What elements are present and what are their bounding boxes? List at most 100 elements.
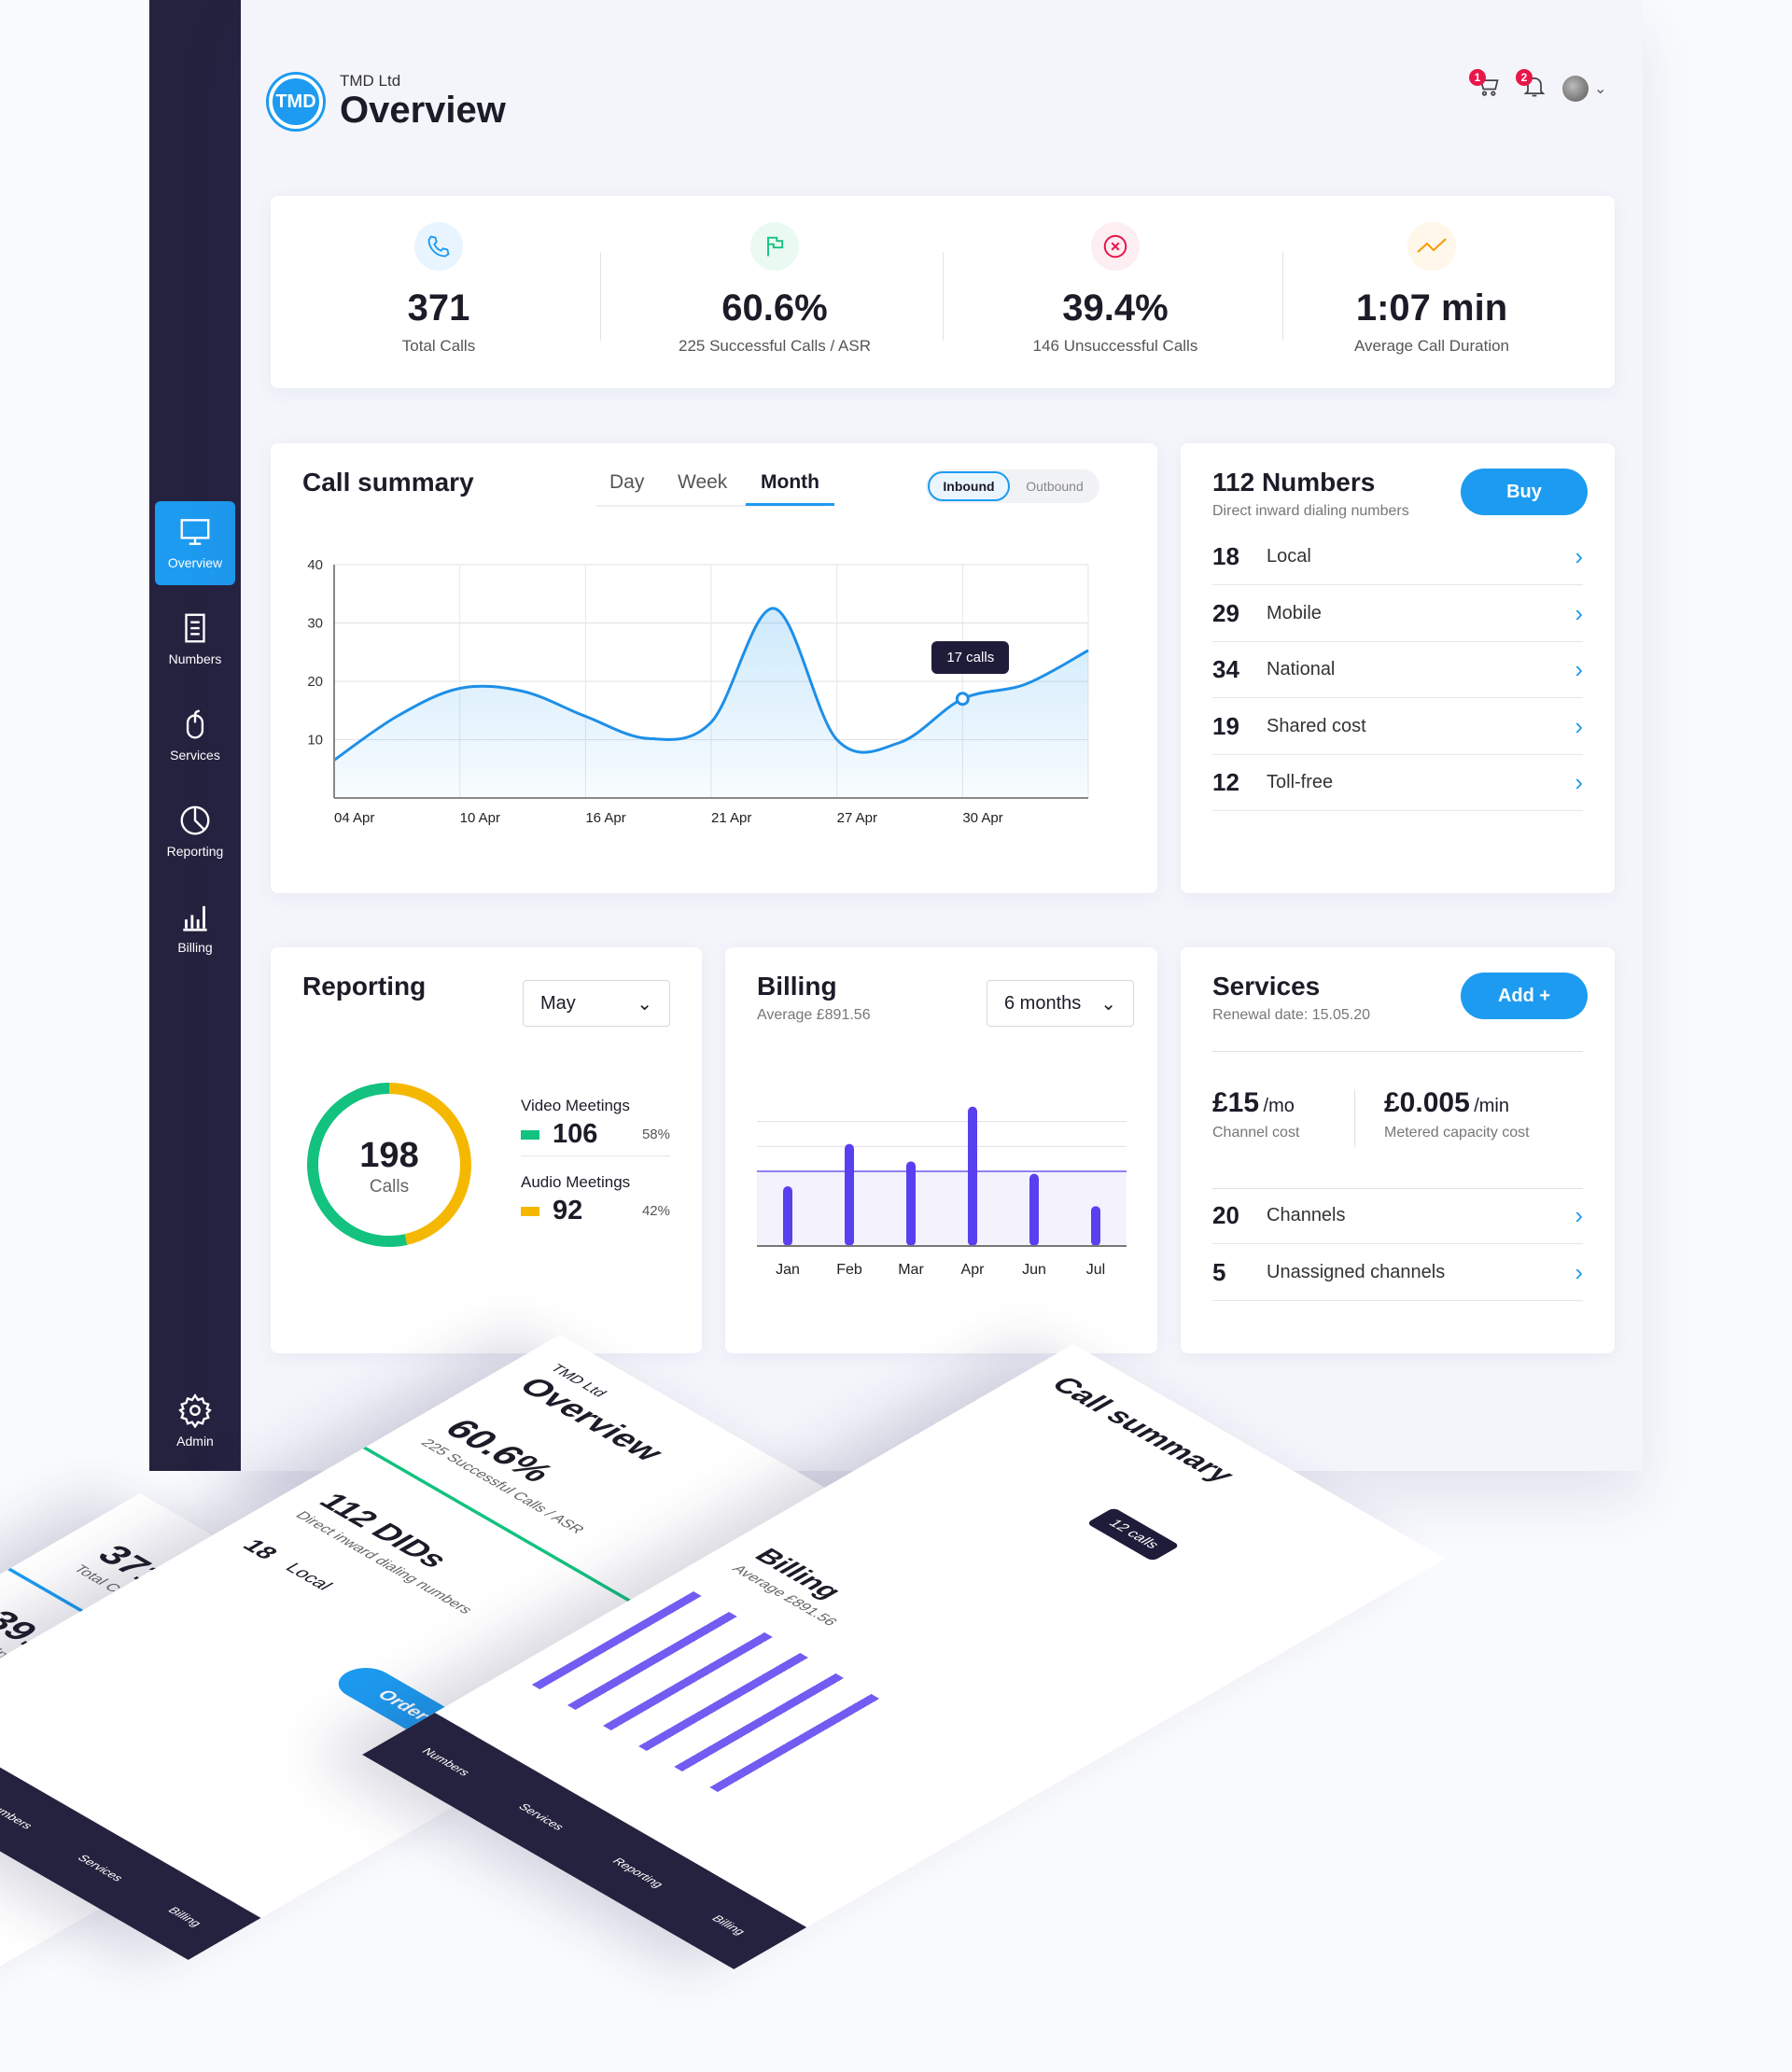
x-tick-label: Jan: [776, 1262, 800, 1278]
sidebar-item-services[interactable]: Services: [155, 693, 235, 777]
metered-cost: £0.005 /min Metered capacity cost: [1384, 1087, 1530, 1141]
cart-badge: 1: [1469, 69, 1486, 86]
x-tick-label: 21 Apr: [711, 810, 751, 826]
user-menu[interactable]: ⌄: [1562, 75, 1615, 103]
highlight-point: [955, 692, 970, 707]
x-tick-label: Mar: [898, 1262, 924, 1278]
chevron-right-icon: ›: [1575, 655, 1583, 683]
x-tick-label: 10 Apr: [460, 810, 500, 826]
notifications-button[interactable]: 2: [1516, 69, 1549, 101]
x-tick-label: 04 Apr: [334, 810, 374, 826]
stat-total-calls: 371 Total Calls: [271, 196, 607, 388]
toggle-outbound[interactable]: Outbound: [1026, 479, 1084, 494]
stat-unsuccessful: 39.4% 146 Unsuccessful Calls: [947, 196, 1283, 388]
area-fill: [334, 608, 1088, 798]
numbers-title: 112 Numbers: [1212, 468, 1376, 497]
monitor-icon: [180, 519, 210, 545]
channel-cost: £15 /mo Channel cost: [1212, 1087, 1300, 1141]
sidebar-item-numbers[interactable]: Numbers: [155, 597, 235, 681]
call-summary-chart: 10 20 30 40 04 Apr 10 Apr 16 Apr 21 Apr 27 Apr 30…: [307, 557, 1089, 826]
sidebar: Overview Numbers Services Reporting Bill…: [149, 0, 241, 1471]
gear-icon: [178, 1393, 212, 1428]
avatar: [1562, 76, 1589, 102]
legend-video: Video Meetings 106 58%: [521, 1097, 670, 1156]
period-select[interactable]: 6 months ⌄: [987, 980, 1134, 1027]
sidebar-item-overview[interactable]: Overview: [155, 501, 235, 585]
bar: [1029, 1173, 1039, 1246]
chevron-right-icon: ›: [1575, 1201, 1583, 1229]
reporting-card: Reporting May ⌄ 198 Calls Video Meetings …: [271, 947, 702, 1353]
x-tick-label: 27 Apr: [837, 810, 877, 826]
donut-total: 198: [359, 1136, 419, 1175]
billing-chart: Jan Feb Mar Apr Jun Jul: [757, 1106, 1127, 1278]
toggle-inbound[interactable]: Inbound: [928, 471, 1010, 501]
tab-week[interactable]: Week: [678, 471, 728, 493]
number-type-row[interactable]: 12 Toll-free ›: [1212, 755, 1583, 811]
page-title: Overview: [340, 90, 506, 131]
bar: [968, 1106, 977, 1246]
service-row[interactable]: 20 Channels ›: [1212, 1188, 1583, 1244]
donut-slice: [307, 1083, 471, 1247]
calls-donut: [307, 1083, 471, 1247]
reporting-title: Reporting: [302, 972, 427, 1001]
donut-label: Calls: [369, 1177, 410, 1197]
numbers-card: 112 Numbers Direct inward dialing number…: [1181, 443, 1615, 893]
number-type-row[interactable]: 29 Mobile ›: [1212, 586, 1583, 642]
renewal-date: Renewal date: 15.05.20: [1212, 1007, 1371, 1023]
chevron-right-icon: ›: [1575, 1258, 1583, 1286]
stat-successful: 60.6% 225 Successful Calls / ASR: [607, 196, 943, 388]
trend-icon: [1407, 222, 1456, 271]
x-tick-label: 30 Apr: [962, 810, 1002, 826]
services-title: Services: [1212, 972, 1321, 1001]
audio-swatch: [521, 1206, 539, 1216]
billing-average: Average £891.56: [757, 1007, 871, 1023]
call-summary-title: Call summary: [302, 468, 474, 497]
bar-chart-icon: [183, 905, 207, 931]
video-swatch: [521, 1129, 539, 1140]
flag-icon: [750, 222, 799, 271]
buy-button[interactable]: Buy: [1461, 469, 1588, 515]
stat-duration: 1:07 min Average Call Duration: [1264, 196, 1600, 388]
legend-audio: Audio Meetings 92 42%: [521, 1173, 670, 1225]
call-summary-card: Call summary Day Week Month Inbound Outb…: [271, 443, 1157, 893]
average-band: [757, 1171, 1127, 1246]
chevron-right-icon: ›: [1575, 768, 1583, 796]
document-icon: [185, 613, 205, 643]
service-row[interactable]: 5 Unassigned channels ›: [1212, 1245, 1583, 1301]
main-panel: TMD TMD Ltd Overview 1 2 ⌄ 371 Total Call…: [241, 0, 1643, 1471]
add-service-button[interactable]: Add +: [1461, 973, 1588, 1019]
x-tick-label: Jun: [1022, 1262, 1046, 1278]
number-type-row[interactable]: 34 National ›: [1212, 642, 1583, 698]
chart-tooltip: 17 calls: [931, 640, 1010, 674]
numbers-subtitle: Direct inward dialing numbers: [1212, 503, 1409, 519]
cart-button[interactable]: 1: [1469, 69, 1503, 101]
x-tick-label: Jul: [1086, 1262, 1105, 1278]
y-tick-label: 20: [307, 674, 323, 690]
bar: [1091, 1206, 1100, 1246]
tmd-logo: TMD: [269, 75, 323, 129]
services-card: Services Renewal date: 15.05.20 Add + £1…: [1181, 947, 1615, 1353]
stats-card: 371 Total Calls 60.6% 225 Successful Calls…: [271, 196, 1615, 388]
billing-card: Billing Average £891.56 6 months ⌄ Jan Feb…: [725, 947, 1157, 1353]
month-select[interactable]: May ⌄: [523, 980, 670, 1027]
x-tick-label: Feb: [836, 1262, 862, 1278]
chevron-right-icon: ›: [1575, 598, 1583, 627]
sidebar-item-admin[interactable]: Admin: [155, 1379, 235, 1463]
tab-day[interactable]: Day: [609, 471, 645, 493]
billing-title: Billing: [757, 972, 837, 1001]
chevron-right-icon: ›: [1575, 711, 1583, 740]
chevron-right-icon: ›: [1575, 542, 1583, 570]
x-tick-label: Apr: [961, 1262, 986, 1278]
sidebar-item-reporting[interactable]: Reporting: [155, 790, 235, 874]
sidebar-item-billing[interactable]: Billing: [155, 886, 235, 970]
chevron-down-icon: ⌄: [1594, 81, 1607, 97]
direction-toggle: Inbound Outbound: [926, 469, 1099, 503]
pie-icon: [180, 805, 210, 835]
number-type-row[interactable]: 18 Local ›: [1212, 529, 1583, 585]
x-tick-label: 16 Apr: [585, 810, 625, 826]
x-circle-icon: [1091, 222, 1140, 271]
number-type-row[interactable]: 19 Shared cost ›: [1212, 699, 1583, 755]
y-tick-label: 30: [307, 616, 323, 632]
chevron-down-icon: ⌄: [637, 993, 652, 1015]
tab-month[interactable]: Month: [746, 471, 834, 506]
